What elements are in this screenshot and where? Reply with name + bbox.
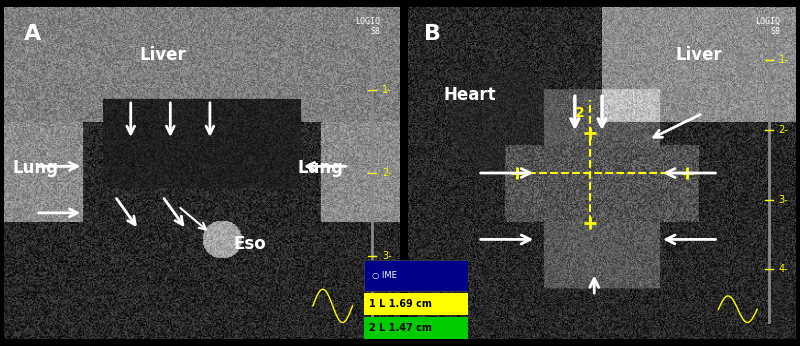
Text: 1-: 1-	[778, 55, 788, 65]
Text: 4-: 4-	[778, 264, 788, 274]
Text: Eso: Eso	[233, 235, 266, 253]
Text: ○ IME: ○ IME	[372, 271, 397, 280]
FancyBboxPatch shape	[364, 260, 468, 291]
Text: 2 L 1.47 cm: 2 L 1.47 cm	[370, 323, 432, 333]
Text: 1 L 1.69 cm: 1 L 1.69 cm	[370, 299, 432, 309]
Text: Heart: Heart	[444, 86, 496, 104]
Text: 2-: 2-	[778, 125, 788, 135]
Text: 3-: 3-	[382, 251, 392, 261]
FancyBboxPatch shape	[364, 293, 468, 315]
FancyBboxPatch shape	[364, 317, 468, 339]
Text: Lung: Lung	[13, 159, 58, 177]
Text: Liver: Liver	[676, 46, 722, 64]
Text: 1-: 1-	[382, 85, 392, 95]
Text: B: B	[423, 24, 441, 44]
Text: 3-: 3-	[778, 194, 788, 204]
Text: 2-: 2-	[382, 168, 392, 178]
Text: Lung: Lung	[298, 159, 344, 177]
Text: LOGIQ
S8: LOGIQ S8	[755, 17, 781, 36]
Text: Liver: Liver	[139, 46, 186, 64]
Text: LOGIQ
S8: LOGIQ S8	[355, 17, 380, 36]
Text: 2: 2	[575, 106, 585, 119]
Text: A: A	[24, 24, 41, 44]
